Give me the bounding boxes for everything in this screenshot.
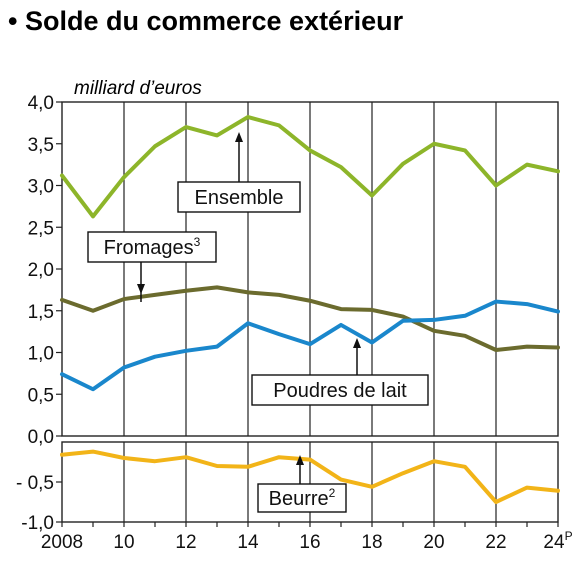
x-tick-label: 22 <box>485 532 506 553</box>
series-label-poudres-de-lait: Poudres de lait <box>273 380 407 402</box>
series-label-ensemble: Ensemble <box>195 187 284 209</box>
callout-box-ensemble <box>177 181 301 213</box>
callout-box-poudres-de-lait <box>251 374 429 406</box>
chart-title: • Solde du commerce extérieur <box>8 6 404 36</box>
y-tick-label: 2,5 <box>28 218 54 239</box>
series-line-fromages <box>60 285 560 352</box>
series-line-beurre <box>60 449 560 504</box>
y-tick-label: 0,5 <box>28 385 54 406</box>
x-tick-label: 12 <box>175 532 196 553</box>
y-tick-label: - 0,5 <box>16 473 54 494</box>
y-tick-label: -1,0 <box>21 513 54 534</box>
y-tick-label: 3,0 <box>28 177 54 198</box>
callout-arrowhead-ensemble <box>235 132 243 142</box>
series-line-poudres-de-lait <box>60 299 560 392</box>
y-tick-label: 4,0 <box>28 93 54 114</box>
plot-area: 4,0 3,5 3,0 2,5 2,0 1,5 1,0 0,5 0,0 - 0,5 -1,02008… <box>16 93 573 553</box>
series-line-ensemble <box>60 115 560 219</box>
y-tick-label: 0,0 <box>28 427 54 448</box>
series-label-beurre: Beurre2 <box>269 486 336 510</box>
callout-arrowhead-fromages <box>137 284 145 294</box>
callout-box-beurre <box>257 483 347 513</box>
y-tick-label: 2,0 <box>28 260 54 281</box>
x-tick-label: 14 <box>237 532 259 553</box>
callout-arrowhead-beurre <box>296 455 304 465</box>
x-tick-label: 10 <box>113 532 134 553</box>
callout-arrowhead-poudres-de-lait <box>353 338 361 348</box>
y-axis-unit: milliard d’euros <box>74 78 202 99</box>
x-tick-label: 24P <box>543 529 572 553</box>
x-tick-label: 16 <box>299 532 320 553</box>
x-tick-label: 2008 <box>41 532 83 553</box>
y-tick-label: 1,0 <box>28 344 54 365</box>
y-tick-label: 3,5 <box>28 135 54 156</box>
y-tick-label: 1,5 <box>28 302 54 323</box>
x-tick-label: 18 <box>361 532 382 553</box>
series-label-fromages: Fromages3 <box>104 235 201 259</box>
callout-box-fromages <box>87 231 217 263</box>
x-tick-label: 20 <box>423 532 444 553</box>
